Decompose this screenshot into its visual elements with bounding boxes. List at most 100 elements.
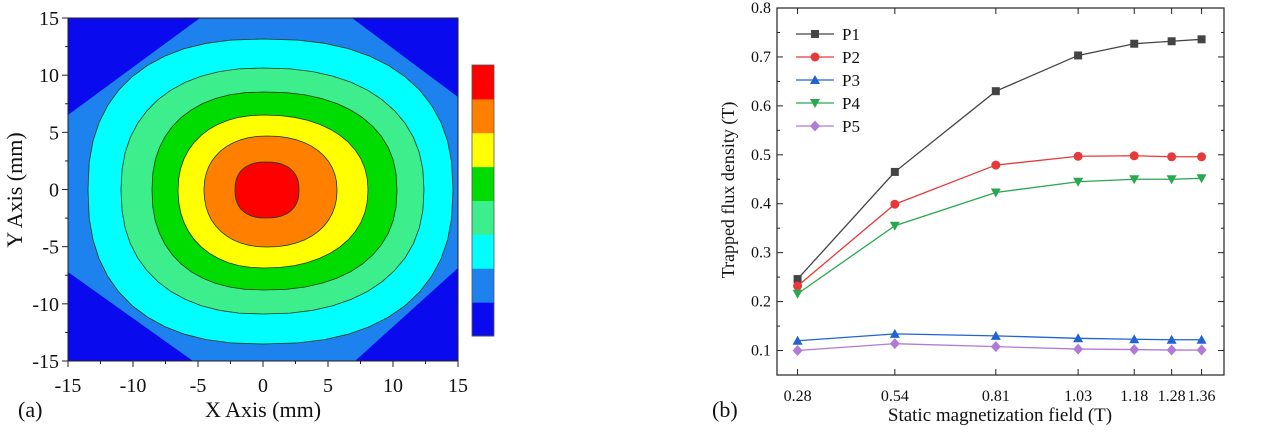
y-axis-label: Y Axis (mm) xyxy=(2,132,27,247)
x-axis-label: X Axis (mm) xyxy=(205,397,321,422)
x-tick-label: 0.81 xyxy=(982,388,1010,405)
x-tick-label: 1.36 xyxy=(1188,388,1216,405)
series-P2 xyxy=(793,151,1207,291)
colorbar-swatch xyxy=(472,268,494,303)
x-tick-label: -5 xyxy=(190,375,207,397)
y-tick-label: 0.8 xyxy=(751,0,771,17)
data-point xyxy=(793,281,803,291)
series-line xyxy=(797,155,1202,287)
data-point xyxy=(890,199,900,209)
data-point xyxy=(1129,334,1140,344)
plot-frame xyxy=(776,7,1225,376)
data-point xyxy=(1167,152,1177,162)
data-point xyxy=(1196,174,1207,184)
data-point xyxy=(1197,35,1206,44)
x-tick-label: 10 xyxy=(383,375,403,397)
legend-label: P4 xyxy=(842,94,860,113)
x-tick-label: -10 xyxy=(120,375,147,397)
legend-marker xyxy=(810,75,820,84)
contour-panel: -15 -10 -5 0 5 10 15 -15 -10 -5 0 5 10 15 X Axis (mm) Y… xyxy=(2,8,495,422)
data-point xyxy=(991,87,1000,96)
legend-label: P2 xyxy=(842,48,860,67)
x-tick-label: 1.03 xyxy=(1064,388,1092,405)
series-line xyxy=(797,177,1202,295)
y-tick-label: -15 xyxy=(32,351,59,373)
data-point xyxy=(1129,344,1140,356)
y-tick-label: 15 xyxy=(39,8,59,30)
data-point xyxy=(1130,39,1139,48)
data-point xyxy=(1129,151,1139,161)
colorbar-frame xyxy=(471,64,495,337)
data-point xyxy=(792,345,803,357)
colorbar-swatch xyxy=(472,302,494,337)
data-point xyxy=(990,188,1001,198)
y-tick-label: 0.1 xyxy=(751,343,771,360)
data-point xyxy=(1166,334,1177,344)
colorbar-swatch xyxy=(472,234,494,269)
x-tick-label: 15 xyxy=(448,375,468,397)
legend-label: P1 xyxy=(842,25,860,44)
legend-entry: P3 xyxy=(796,71,860,90)
line-chart-panel: 0.28 0.54 0.81 1.03 1.18 1.28 1.36 0.1 0.2 0.3 0.4… xyxy=(712,0,1225,426)
colorbar-swatch xyxy=(472,98,494,134)
data-point xyxy=(1073,333,1084,343)
x-tick-label: 1.18 xyxy=(1120,388,1148,405)
colorbar-swatch xyxy=(472,65,494,100)
y-tick-label: 5 xyxy=(49,122,59,144)
legend-label: P5 xyxy=(842,117,860,136)
y-tick-label: -5 xyxy=(42,237,59,259)
x-tick-label: 0 xyxy=(258,375,268,397)
series-P3 xyxy=(792,328,1207,345)
contour-fill xyxy=(68,18,458,361)
series-P1 xyxy=(793,35,1206,284)
y-tick-label: 0.5 xyxy=(751,147,771,164)
data-point xyxy=(990,330,1001,340)
y-tick-label: 0 xyxy=(49,180,59,202)
data-point xyxy=(890,167,899,176)
legend-label: P3 xyxy=(842,71,860,90)
data-point xyxy=(793,275,802,284)
data-point xyxy=(889,338,900,350)
data-point xyxy=(1073,151,1083,161)
legend-marker xyxy=(810,120,820,132)
data-point xyxy=(1073,343,1084,355)
y-tick-label: 0.3 xyxy=(751,245,771,262)
legend-entry: P1 xyxy=(796,25,860,44)
y-tick-label: 0.6 xyxy=(751,98,771,115)
panel-label-b: (b) xyxy=(712,397,738,422)
data-point xyxy=(1129,175,1140,185)
y-tick-label: 10 xyxy=(39,65,59,87)
data-point xyxy=(1196,334,1207,344)
y-tick-label: 0.2 xyxy=(751,294,771,311)
data-point xyxy=(889,328,900,338)
colorbar-swatch xyxy=(472,132,494,168)
data-point xyxy=(1196,344,1207,356)
x-tick-label: 5 xyxy=(323,375,333,397)
data-point xyxy=(991,160,1001,170)
data-point xyxy=(1167,37,1176,46)
contour-band-7 xyxy=(234,161,300,219)
data-point xyxy=(1074,51,1083,60)
series-P5 xyxy=(792,338,1207,357)
y-tick-label: 0.4 xyxy=(751,196,771,213)
legend-entry: P5 xyxy=(796,117,860,136)
y-tick-label: -10 xyxy=(32,294,59,316)
series-P4 xyxy=(792,174,1207,299)
data-point xyxy=(1197,152,1207,162)
data-point xyxy=(1166,175,1177,185)
data-point xyxy=(1073,177,1084,187)
legend-entry: P4 xyxy=(796,94,860,113)
data-point xyxy=(1166,344,1177,356)
panel-label-a: (a) xyxy=(18,397,42,422)
x-tick-label: 1.28 xyxy=(1158,388,1186,405)
legend-marker xyxy=(810,52,820,62)
colorbar-swatch xyxy=(472,166,494,201)
legend-entry: P2 xyxy=(796,48,860,67)
colorbar xyxy=(471,64,495,337)
data-point xyxy=(792,289,803,299)
legend-marker xyxy=(810,99,820,108)
y-axis-label: Trapped flux density (T) xyxy=(718,102,739,279)
legend-marker xyxy=(811,30,819,38)
data-point xyxy=(889,221,900,231)
